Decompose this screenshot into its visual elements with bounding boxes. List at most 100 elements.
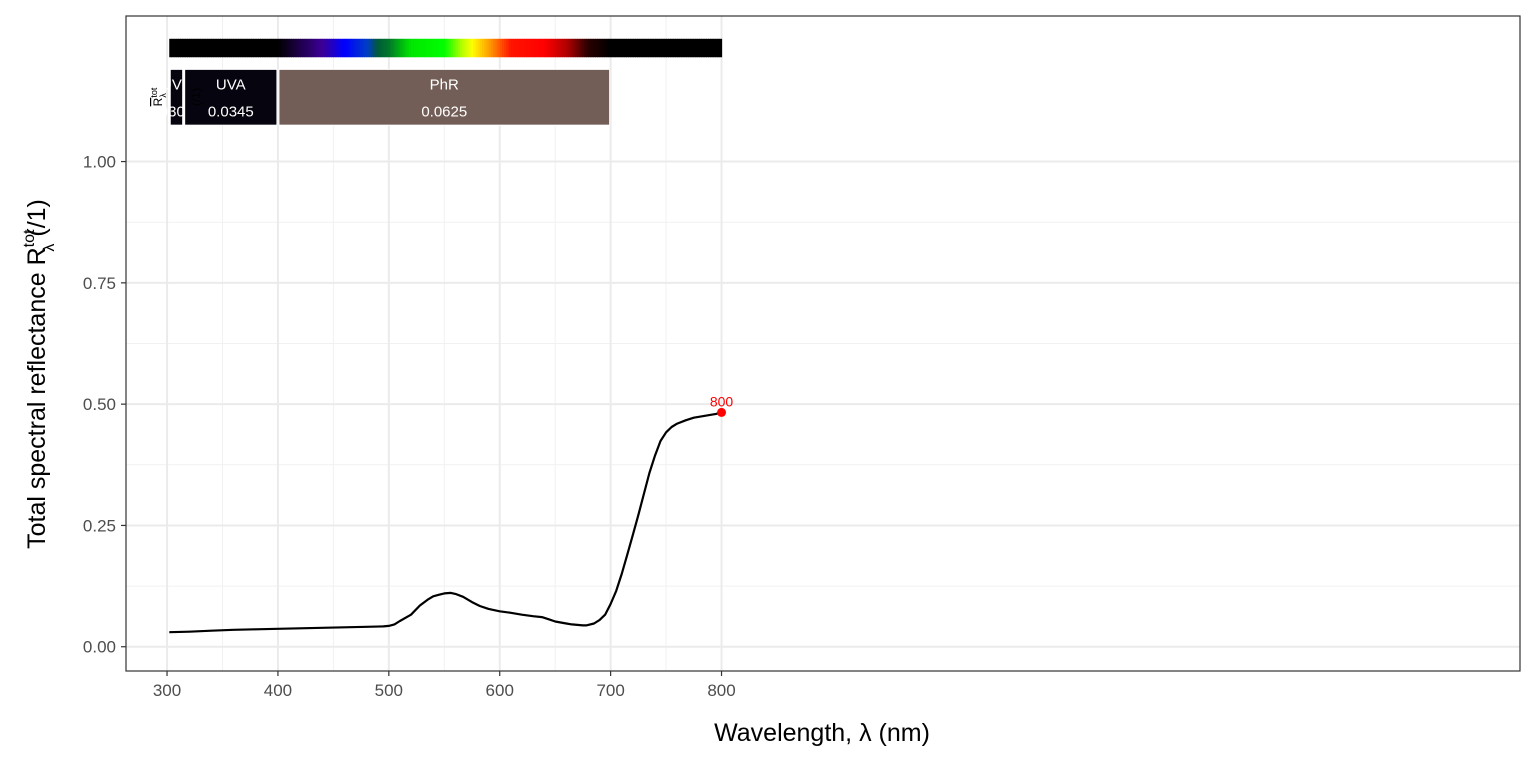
x-tick-label: 700 — [596, 681, 624, 700]
band-axis-label-sub: λ — [158, 93, 168, 98]
color-bar-segment — [592, 38, 596, 58]
color-bar-segment — [337, 38, 341, 58]
color-bar-segment — [488, 38, 492, 58]
color-bar-segment — [342, 38, 346, 58]
color-bar-segment — [306, 38, 310, 58]
color-bar-segment — [446, 38, 450, 58]
color-bar-segment — [710, 38, 714, 58]
color-bar-segment — [637, 38, 641, 58]
color-bar-segment — [233, 38, 237, 58]
color-bar-segment — [304, 38, 308, 58]
color-bar-segment — [422, 38, 425, 58]
color-bar-segment — [694, 38, 698, 58]
color-bar-segment — [661, 38, 665, 58]
color-bar-segment — [546, 38, 550, 58]
color-bar-segment — [679, 38, 683, 58]
color-bar-segment — [497, 38, 501, 58]
color-bar-segment — [353, 38, 357, 58]
color-bar-segment — [175, 38, 179, 58]
color-bar-segment — [317, 38, 321, 58]
color-bar-segment — [293, 38, 297, 58]
color-bar-segment — [373, 38, 377, 58]
color-bar-segment — [692, 38, 696, 58]
color-bar-segment — [652, 38, 656, 58]
color-bar-segment — [513, 38, 516, 58]
color-bar-segment — [470, 38, 474, 58]
color-bar-segment — [481, 38, 485, 58]
color-bar-segment — [688, 38, 692, 58]
color-bar-segment — [178, 38, 181, 58]
color-bar-segment — [428, 38, 432, 58]
color-bar-segment — [468, 38, 472, 58]
color-bar-segment — [366, 38, 370, 58]
color-bar-segment — [340, 38, 343, 58]
color-bar-segment — [504, 38, 507, 58]
color-bar-segment — [426, 38, 430, 58]
color-bar-segment — [526, 38, 530, 58]
color-bar-segment — [666, 38, 669, 58]
color-bar-segment — [442, 38, 445, 58]
color-bar-segment — [464, 38, 468, 58]
color-bar-segment — [714, 38, 718, 58]
color-bar-segment — [377, 38, 381, 58]
color-bar-segment — [231, 38, 235, 58]
color-bar-segment — [344, 38, 348, 58]
color-bar-segment — [621, 38, 625, 58]
y-tick-label: 1.00 — [83, 153, 116, 172]
color-bar-segment — [617, 38, 621, 58]
color-bar-segment — [171, 38, 175, 58]
color-bar-segment — [717, 38, 720, 58]
color-bar-segment — [603, 38, 607, 58]
color-bar-segment — [606, 38, 610, 58]
band-name: PhR — [430, 76, 459, 93]
band-axis-label-unit: (/1) — [189, 88, 203, 106]
color-bar-segment — [173, 38, 177, 58]
color-bar-segment — [284, 38, 288, 58]
color-bar-segment — [406, 38, 410, 58]
color-bar-segment — [566, 38, 570, 58]
x-tick-label: 500 — [375, 681, 403, 700]
color-bar-segment — [462, 38, 465, 58]
color-bar-segment — [430, 38, 434, 58]
color-bar-segment — [264, 38, 268, 58]
color-bar-segment — [537, 38, 541, 58]
color-bar-segment — [289, 38, 292, 58]
color-bar-segment — [331, 38, 334, 58]
y-axis-title-sub: λ — [41, 244, 58, 252]
color-bar-segment — [672, 38, 676, 58]
color-bar-segment — [404, 38, 408, 58]
color-bar-segment — [235, 38, 239, 58]
color-bar-segment — [557, 38, 561, 58]
y-axis-title-sup: tot — [21, 229, 38, 247]
color-bar-segment — [351, 38, 354, 58]
peak-point — [717, 407, 727, 417]
y-axis-title-main: Total spectral reflectance R — [23, 247, 51, 549]
color-bar-segment — [535, 38, 539, 58]
color-bar-segment — [186, 38, 190, 58]
y-tick-label: 0.50 — [83, 395, 116, 414]
color-bar-segment — [280, 38, 283, 58]
color-bar-segment — [384, 38, 388, 58]
color-bar-segment — [368, 38, 372, 58]
color-bar-segment — [286, 38, 290, 58]
color-bar-segment — [269, 38, 272, 58]
color-bar-segment — [397, 38, 401, 58]
color-bar-segment — [663, 38, 667, 58]
band-rect — [278, 68, 611, 126]
color-bar-segment — [246, 38, 250, 58]
color-bar-segment — [539, 38, 543, 58]
color-bar-segment — [493, 38, 496, 58]
color-bar-segment — [357, 38, 361, 58]
band-name: UVA — [216, 76, 246, 93]
color-bar-segment — [453, 38, 456, 58]
color-bar-segment — [300, 38, 303, 58]
color-bar-segment — [324, 38, 328, 58]
color-bar-segment — [457, 38, 461, 58]
color-bar-segment — [391, 38, 394, 58]
color-bar-segment — [615, 38, 618, 58]
color-bar-segment — [521, 38, 525, 58]
color-bar-segment — [577, 38, 581, 58]
color-bar-segment — [200, 38, 204, 58]
